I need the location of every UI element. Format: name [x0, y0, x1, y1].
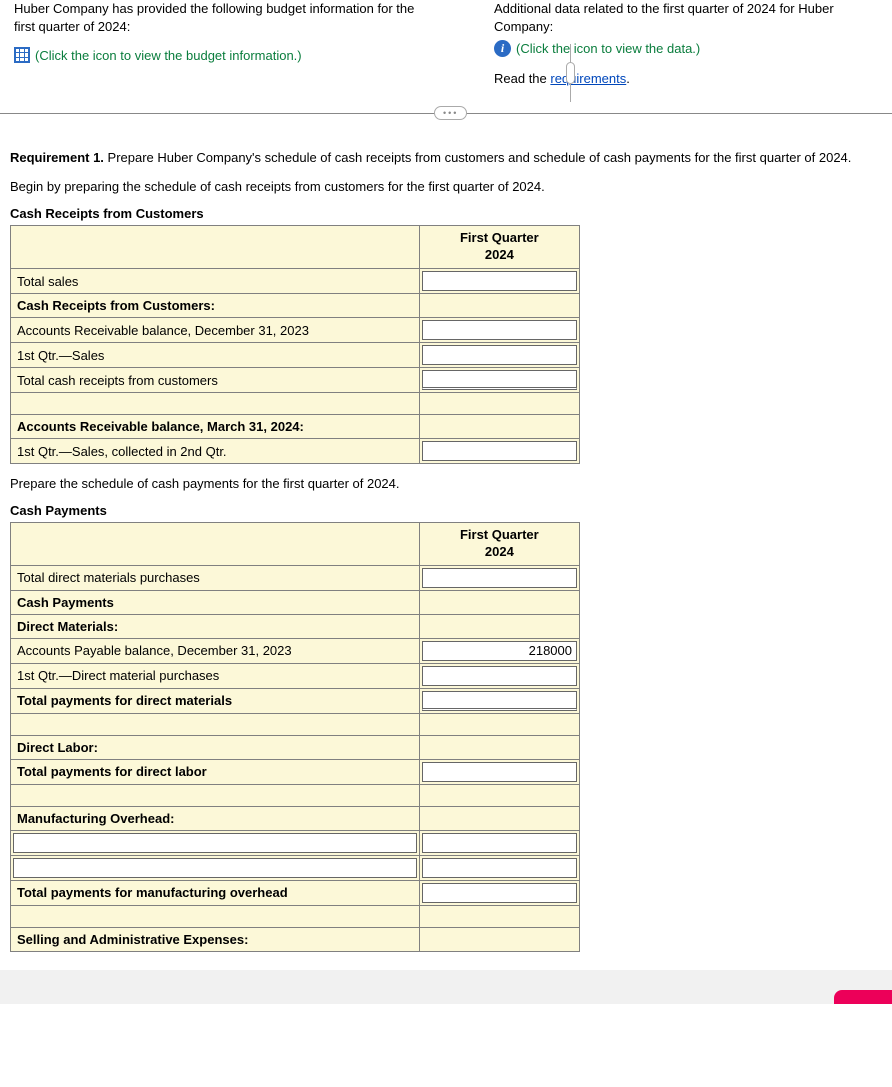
cell-empty	[419, 294, 579, 318]
input-ap-dec[interactable]	[422, 641, 577, 661]
input-1q-sales[interactable]	[422, 345, 577, 365]
input-moh-label-1[interactable]	[13, 833, 417, 853]
input-total-dm-pay[interactable]	[422, 691, 577, 711]
budget-link-text: (Click the icon to view the budget infor…	[35, 48, 302, 63]
cash-receipts-title: Cash Receipts from Customers	[10, 206, 878, 221]
input-ar-dec[interactable]	[422, 320, 577, 340]
row-direct-materials-header: Direct Materials:	[11, 614, 420, 638]
row-selling-admin-header: Selling and Administrative Expenses:	[11, 927, 420, 951]
table-header-quarter: First Quarter2024	[419, 523, 579, 566]
table-grid-icon	[14, 47, 30, 63]
cash-payments-table: First Quarter2024 Total direct materials…	[10, 522, 580, 952]
input-moh-val-2[interactable]	[422, 858, 577, 878]
table-header-blank	[11, 523, 420, 566]
cell-empty	[419, 614, 579, 638]
row-total-sales: Total sales	[11, 269, 420, 294]
cash-receipts-table: First Quarter2024 Total sales Cash Recei…	[10, 225, 580, 464]
cell-empty	[419, 415, 579, 439]
row-1q-sales-2q: 1st Qtr.—Sales, collected in 2nd Qtr.	[11, 439, 420, 464]
data-info-link[interactable]: i (Click the icon to view the data.)	[494, 40, 700, 57]
input-total-moh[interactable]	[422, 883, 577, 903]
input-total-receipts[interactable]	[422, 370, 577, 390]
cell-empty	[419, 806, 579, 830]
input-total-dm[interactable]	[422, 568, 577, 588]
footer-bar	[0, 970, 892, 1004]
begin-instruction: Begin by preparing the schedule of cash …	[10, 179, 878, 194]
table-header-blank	[11, 226, 420, 269]
cell-empty	[419, 927, 579, 951]
row-total-receipts: Total cash receipts from customers	[11, 368, 420, 393]
cell-empty	[419, 590, 579, 614]
data-link-text: (Click the icon to view the data.)	[516, 41, 700, 56]
row-total-dm-purchases: Total direct materials purchases	[11, 565, 420, 590]
input-moh-val-1[interactable]	[422, 833, 577, 853]
row-ar-march-header: Accounts Receivable balance, March 31, 2…	[11, 415, 420, 439]
row-ap-balance-dec: Accounts Payable balance, December 31, 2…	[11, 638, 420, 663]
requirement-1: Requirement 1. Prepare Huber Company's s…	[10, 150, 878, 165]
expand-dots[interactable]: •••	[434, 106, 467, 120]
additional-data-text: Additional data related to the first qua…	[494, 0, 878, 36]
resize-handle[interactable]	[566, 62, 575, 84]
row-total-dm-payments: Total payments for direct materials	[11, 688, 420, 713]
read-requirements: Read the requirements.	[494, 71, 878, 86]
help-tab[interactable]	[834, 990, 892, 1004]
requirements-link[interactable]: requirements	[550, 71, 626, 86]
row-1q-sales: 1st Qtr.—Sales	[11, 343, 420, 368]
row-cash-payments-header: Cash Payments	[11, 590, 420, 614]
row-ar-balance-dec: Accounts Receivable balance, December 31…	[11, 318, 420, 343]
budget-intro-text: Huber Company has provided the following…	[14, 0, 426, 36]
input-1q-dm[interactable]	[422, 666, 577, 686]
row-total-moh-payments: Total payments for manufacturing overhea…	[11, 880, 420, 905]
input-total-dl[interactable]	[422, 762, 577, 782]
row-1q-dm-purchases: 1st Qtr.—Direct material purchases	[11, 663, 420, 688]
input-moh-label-2[interactable]	[13, 858, 417, 878]
row-total-dl-payments: Total payments for direct labor	[11, 759, 420, 784]
table-header-quarter: First Quarter2024	[419, 226, 579, 269]
input-total-sales[interactable]	[422, 271, 577, 291]
row-direct-labor-header: Direct Labor:	[11, 735, 420, 759]
row-manufacturing-overhead-header: Manufacturing Overhead:	[11, 806, 420, 830]
cell-empty	[419, 735, 579, 759]
cash-payments-title: Cash Payments	[10, 503, 878, 518]
budget-info-link[interactable]: (Click the icon to view the budget infor…	[14, 47, 302, 63]
input-1q-sales-2q[interactable]	[422, 441, 577, 461]
prepare-payments-text: Prepare the schedule of cash payments fo…	[10, 476, 878, 491]
row-cash-receipts-header: Cash Receipts from Customers:	[11, 294, 420, 318]
info-icon: i	[494, 40, 511, 57]
